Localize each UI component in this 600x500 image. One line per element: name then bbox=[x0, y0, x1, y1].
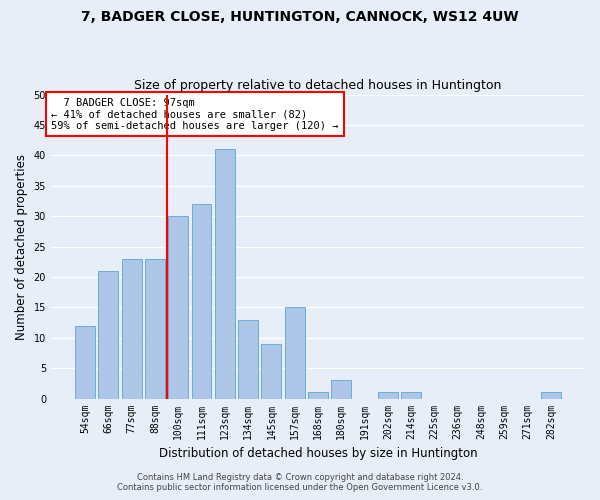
Y-axis label: Number of detached properties: Number of detached properties bbox=[15, 154, 28, 340]
Title: Size of property relative to detached houses in Huntington: Size of property relative to detached ho… bbox=[134, 79, 502, 92]
Bar bbox=[378, 392, 398, 398]
X-axis label: Distribution of detached houses by size in Huntington: Distribution of detached houses by size … bbox=[158, 447, 477, 460]
Bar bbox=[215, 150, 235, 398]
Bar bbox=[145, 258, 165, 398]
Text: 7 BADGER CLOSE: 97sqm  
← 41% of detached houses are smaller (82)
59% of semi-de: 7 BADGER CLOSE: 97sqm ← 41% of detached … bbox=[51, 98, 338, 131]
Bar bbox=[401, 392, 421, 398]
Bar bbox=[169, 216, 188, 398]
Bar bbox=[98, 271, 118, 398]
Bar bbox=[285, 308, 305, 398]
Text: 7, BADGER CLOSE, HUNTINGTON, CANNOCK, WS12 4UW: 7, BADGER CLOSE, HUNTINGTON, CANNOCK, WS… bbox=[81, 10, 519, 24]
Bar bbox=[308, 392, 328, 398]
Text: Contains HM Land Registry data © Crown copyright and database right 2024.
Contai: Contains HM Land Registry data © Crown c… bbox=[118, 473, 482, 492]
Bar bbox=[75, 326, 95, 398]
Bar bbox=[122, 258, 142, 398]
Bar bbox=[191, 204, 211, 398]
Bar bbox=[262, 344, 281, 399]
Bar bbox=[331, 380, 351, 398]
Bar bbox=[238, 320, 258, 398]
Bar bbox=[541, 392, 561, 398]
